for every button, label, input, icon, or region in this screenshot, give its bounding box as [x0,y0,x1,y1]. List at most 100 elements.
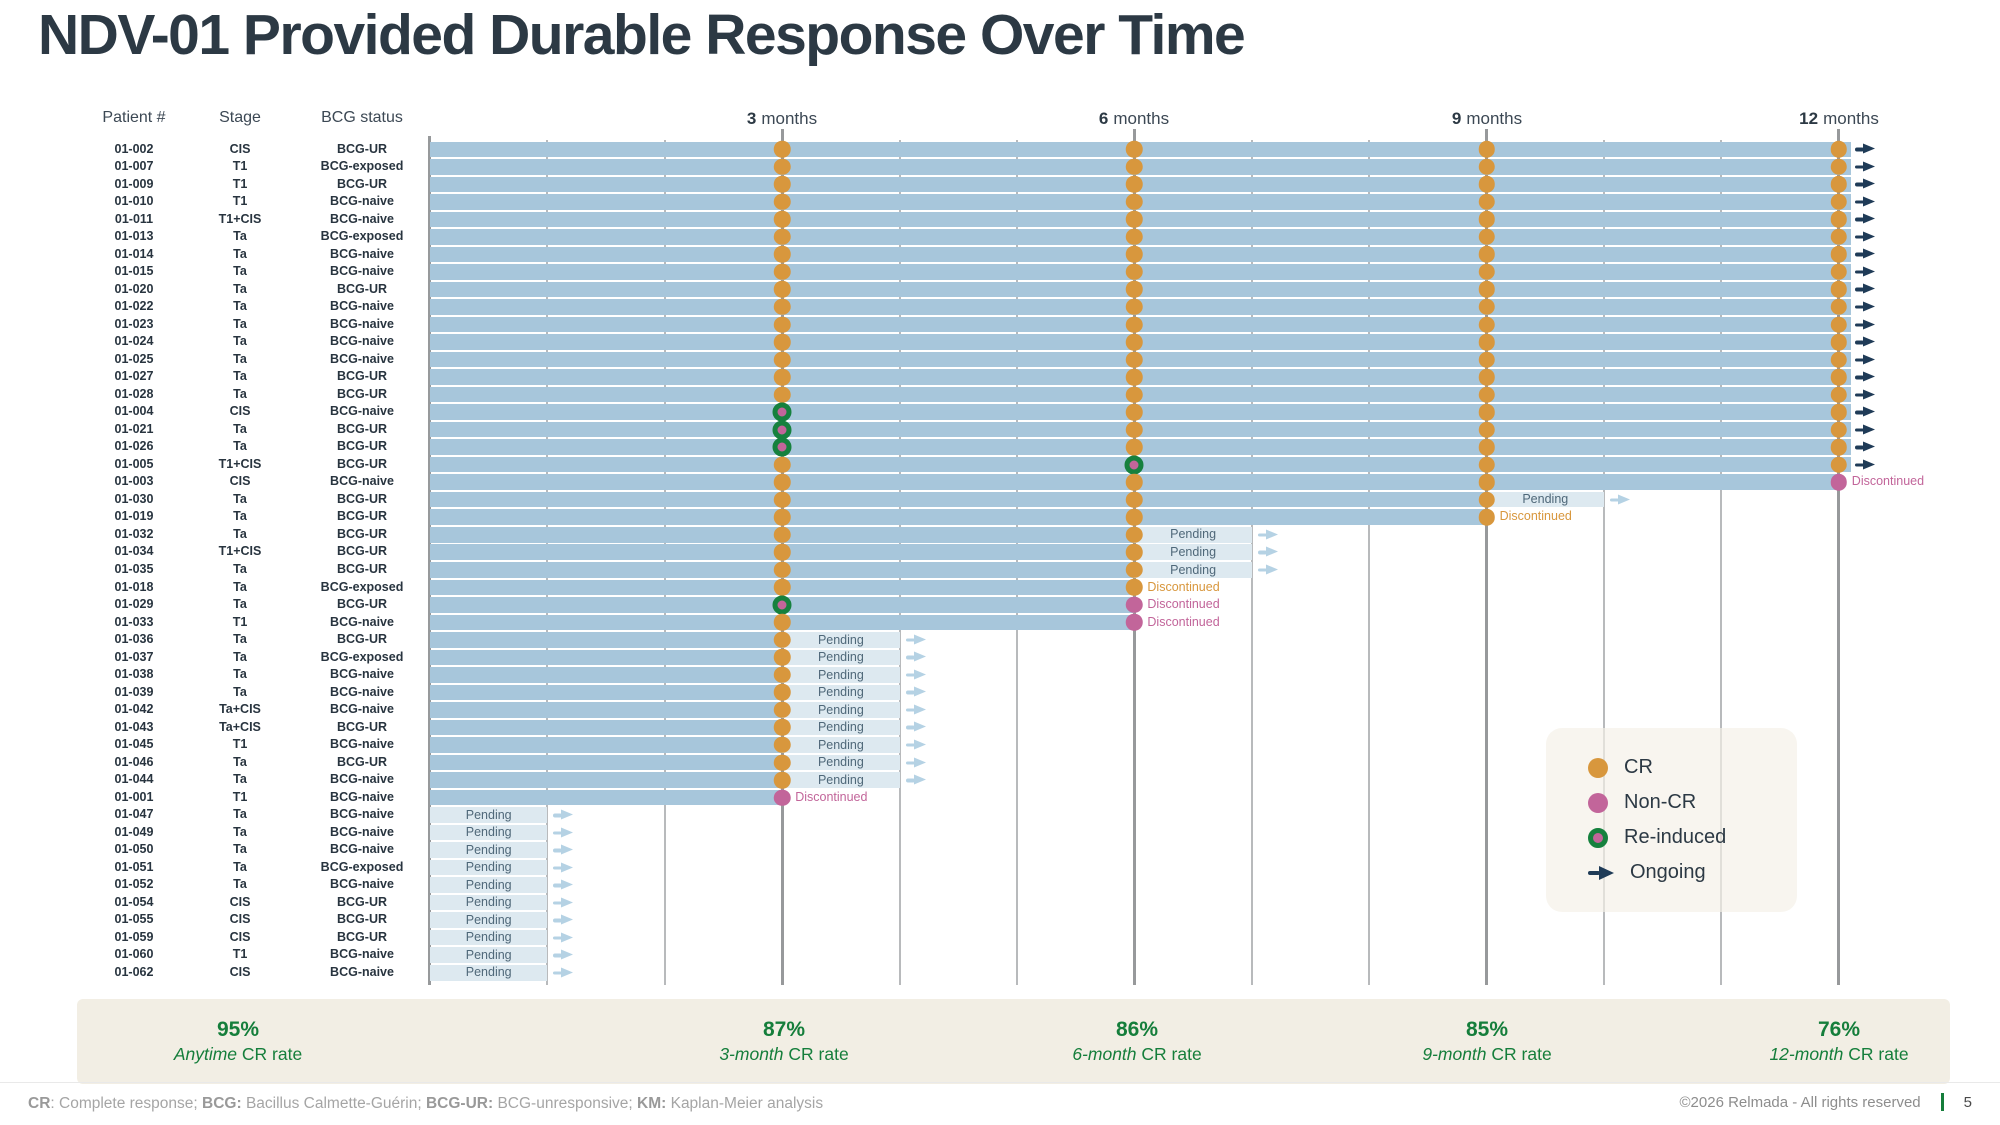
pending-label: Pending [465,825,512,840]
patient-id: 01-039 [114,684,154,699]
swim-bar [430,737,783,753]
patient-stage: T1 [232,737,248,752]
cr-marker [1830,421,1848,438]
stat-3-month-label: 3-month CR rate [719,1044,849,1065]
cr-marker [1478,228,1495,246]
stat-3-month-value: 87% [762,1018,806,1041]
patient-stage: T1 [232,176,248,191]
cr-marker [1478,176,1495,193]
cr-marker [773,263,791,281]
patient-stage: Ta [233,684,247,699]
cr-marker [1478,473,1495,491]
patient-stage: CIS [229,404,251,419]
swim-bar [430,719,783,736]
stat-6-month-value: 86% [1115,1018,1159,1041]
cr-marker [1830,456,1848,473]
legend-label-reinduced: Re-induced [1624,826,1727,848]
pending-label: Pending [817,702,864,717]
pending-arrow [553,967,574,978]
patient-bcg: BCG-naive [330,351,394,366]
patient-stage: Ta [233,334,247,349]
cr-marker [1478,386,1495,403]
cr-marker [773,316,791,333]
patient-id: 01-002 [114,141,154,156]
patient-id: 01-042 [114,702,154,717]
end-status-label: Discontinued [1147,579,1220,594]
patient-bcg: BCG-naive [330,211,394,226]
cr-marker [773,544,791,561]
patient-bcg: BCG-exposed [320,229,404,244]
patient-bcg: BCG-naive [330,824,394,839]
cr-marker [773,666,791,684]
patient-bcg: BCG-UR [337,526,387,541]
cr-marker [773,579,791,596]
patient-stage: T1 [232,159,248,174]
cr-marker [1126,281,1143,298]
patient-id: 01-038 [114,667,154,682]
patient-stage: CIS [229,912,251,927]
legend-label-ongoing: Ongoing [1630,861,1706,883]
patient-stage: Ta [233,439,247,454]
pending-bar: Pending [430,894,548,911]
cr-marker [1126,544,1143,561]
axis-label-3-word: months [761,109,818,128]
reinduced-marker [772,595,792,615]
cr-marker [1830,193,1848,211]
patient-bcg: BCG-UR [337,491,387,506]
patient-stage: CIS [229,894,251,909]
ongoing-arrow [1854,231,1875,242]
pending-arrow [553,844,574,856]
cr-marker [1478,333,1495,351]
ongoing-arrow-icon [1588,865,1614,880]
patient-id: 01-051 [114,859,154,874]
patient-id: 01-007 [114,159,154,174]
ongoing-arrow [1854,406,1875,418]
patient-stage: Ta [233,632,247,647]
legend-item-ongoing: Ongoing [1588,859,1797,886]
pending-arrow [905,721,926,733]
patient-stage: Ta+CIS [219,719,261,734]
stat-6-month-cr: 86% 6-month CR rate [1072,1016,1201,1067]
patient-id: 01-020 [114,281,154,296]
pending-label: Pending [1170,562,1217,577]
reinduced-marker [772,420,792,440]
swim-bar [430,702,783,718]
stat-anytime-value: 95% [216,1018,260,1041]
end-status-label: Discontinued [1851,474,1925,489]
patient-bcg: BCG-UR [337,281,387,296]
cr-marker [1126,158,1143,176]
cr-marker [1478,456,1495,473]
pending-bar: Pending [782,632,900,648]
legend-item-noncr: Non-CR [1588,789,1797,816]
cr-marker [1478,351,1495,368]
patient-id: 01-054 [114,894,154,909]
pending-bar: Pending [782,772,900,788]
pending-label: Pending [817,685,864,700]
patient-id: 01-014 [114,246,154,261]
stat-12-month-cr: 76% 12-month CR rate [1769,1016,1908,1067]
axis-label-6-num: 6 [1098,109,1109,128]
cr-marker [1478,316,1495,333]
pending-label: Pending [465,895,512,910]
pending-label: Pending [817,720,864,735]
swim-bar [430,684,783,701]
patient-stage: Ta [233,351,247,366]
cr-marker [773,158,791,176]
patient-stage: Ta+CIS [219,702,261,717]
cr-marker [773,631,791,649]
patient-stage: Ta [233,299,247,314]
cr-marker [1478,193,1495,211]
cr-marker [773,771,791,789]
reinduced-ring-icon [1588,827,1608,848]
patient-stage: T1+CIS [218,544,262,559]
patient-bcg: BCG-naive [330,614,394,629]
pending-bar: Pending [1134,561,1252,578]
cr-marker [1478,508,1495,526]
patient-id: 01-024 [114,334,154,349]
pending-bar: Pending [430,824,548,841]
cr-marker [773,368,791,386]
patient-id: 01-004 [114,404,154,419]
patient-stage: Ta [233,281,247,296]
cr-marker [1830,211,1848,228]
cr-marker [773,614,791,631]
